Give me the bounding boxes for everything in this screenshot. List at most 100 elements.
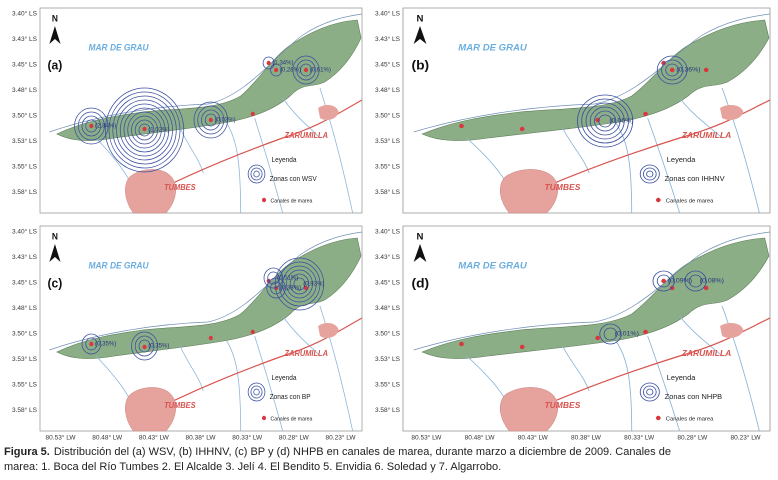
longitude-label: 80.53° LW [411, 434, 442, 442]
channel-dot [250, 111, 255, 117]
latitude-label: 3.40° LS [375, 10, 401, 18]
north-letter: N [52, 231, 58, 241]
latitude-label: 3.50° LS [12, 112, 38, 120]
legend-ring [247, 382, 266, 402]
channel-dot [661, 60, 666, 66]
channel-dot [208, 335, 213, 341]
legend-ring [250, 167, 263, 181]
percentage-label: (0,93%) [303, 281, 324, 288]
panel-label: (a) [47, 58, 62, 72]
channel-dot [661, 278, 666, 284]
zone-ring [603, 327, 618, 341]
channel-dot [89, 341, 94, 347]
caption-text: Distribución del (a) WSV, (b) IHHNV, (c)… [54, 446, 671, 458]
latitude-label: 3.55° LS [375, 163, 401, 171]
percentage-label: (2,84%) [95, 123, 116, 130]
north-letter: N [417, 14, 424, 24]
legend-ring [253, 170, 260, 178]
caption-line: marea: 1. Boca del Río Tumbes 2. El Alca… [4, 461, 501, 473]
zone-ring [127, 111, 162, 149]
latitude-label: 3.45° LS [375, 279, 401, 287]
channel-dot [459, 341, 464, 347]
latitude-label: 3.48° LS [375, 304, 401, 312]
percentage-label: (0,08%) [700, 278, 724, 285]
legend-zone: Zonas con WSV [270, 176, 318, 183]
percentage-label: (0,38%) [280, 285, 301, 292]
city-area [125, 169, 176, 214]
latitude-label: 3.53° LS [12, 137, 38, 145]
latitude-label: 3.40° LS [12, 10, 38, 18]
longitude-label: 80.53° LW [46, 434, 77, 442]
channel-dot [89, 123, 94, 129]
zone-ring [684, 270, 707, 292]
river [226, 340, 242, 432]
legend-channels: Canales de marea [666, 199, 715, 205]
latitude-label: 3.58° LS [12, 406, 38, 414]
channel-dot [643, 111, 648, 117]
river [226, 122, 242, 214]
north-letter: N [417, 232, 424, 242]
percentage-label: (0,36%) [676, 67, 700, 74]
zone-ring [112, 95, 177, 165]
zone-ring [138, 123, 151, 137]
longitude-label: 80.48° LW [465, 434, 496, 442]
latitude-label: 3.53° LS [375, 137, 401, 145]
latitude-label: 3.58° LS [12, 188, 38, 196]
longitude-label: 80.43° LW [139, 434, 170, 442]
latitude-label: 3.43° LS [12, 35, 38, 43]
longitude-label: 80.33° LW [624, 434, 655, 442]
latitude-label: 3.43° LS [375, 253, 401, 261]
town-area [318, 104, 339, 120]
river [254, 117, 284, 214]
channel-dot [208, 117, 213, 123]
channel-dot [142, 344, 147, 350]
zone-ring [274, 257, 325, 311]
legend-channels: Canales de marea [666, 417, 715, 423]
channel-dot [703, 285, 709, 291]
river-label: ZARUMILLA [284, 131, 329, 140]
percentage-label: (0,51%) [277, 275, 298, 282]
river [721, 87, 760, 214]
river [254, 335, 284, 432]
latitude-label: 3.40° LS [375, 228, 401, 236]
zone-ring [585, 102, 625, 140]
longitude-label: 80.38° LW [186, 434, 217, 442]
zone-ring [292, 55, 320, 85]
longitude-label: 80.23° LW [731, 434, 762, 442]
zone-ring [77, 111, 105, 141]
zone-ring [300, 63, 312, 77]
north-letter: N [52, 13, 58, 23]
zone-ring [197, 105, 225, 135]
city-area [499, 169, 558, 214]
zone-ring [652, 270, 675, 292]
city-label: TUMBES [544, 401, 580, 410]
latitude-label: 3.58° LS [375, 406, 401, 414]
zone-ring [282, 265, 317, 303]
longitude-label: 80.33° LW [232, 434, 263, 442]
zone-ring [262, 56, 275, 70]
latitude-label: 3.43° LS [375, 35, 401, 43]
north-arrow [49, 26, 61, 44]
channel-dot [274, 67, 279, 73]
sea-label: MAR DE GRAU [458, 43, 527, 53]
channel-dot [303, 285, 309, 291]
zone-ring [131, 115, 158, 145]
river [319, 87, 354, 214]
longitude-label: 80.23° LW [326, 434, 357, 442]
latitude-label: 3.43° LS [12, 253, 38, 261]
latitude-label: 3.55° LS [12, 381, 38, 389]
channel-dot [142, 126, 147, 132]
longitude-label: 80.28° LW [677, 434, 708, 442]
latitude-label: 3.50° LS [12, 330, 38, 338]
zone-ring [134, 335, 155, 357]
channel-dot [595, 335, 601, 341]
zone-ring [599, 323, 622, 345]
zone-ring [270, 281, 283, 295]
percentage-label: (0,35%) [95, 341, 116, 348]
channel-dot [459, 123, 464, 129]
city-label: TUMBES [164, 183, 196, 192]
channel-dot [669, 285, 675, 291]
zone-ring [204, 113, 217, 127]
zone-ring [123, 107, 166, 153]
river [721, 305, 760, 432]
